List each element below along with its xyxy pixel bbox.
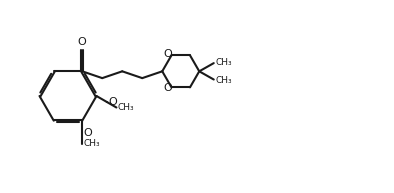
Text: O: O bbox=[108, 97, 117, 107]
Text: CH₃: CH₃ bbox=[117, 103, 134, 112]
Text: O: O bbox=[78, 37, 87, 47]
Text: O: O bbox=[83, 128, 92, 138]
Text: CH₃: CH₃ bbox=[216, 76, 232, 85]
Text: CH₃: CH₃ bbox=[216, 58, 232, 67]
Text: O: O bbox=[163, 83, 172, 93]
Text: O: O bbox=[163, 49, 172, 59]
Text: CH₃: CH₃ bbox=[83, 139, 100, 148]
